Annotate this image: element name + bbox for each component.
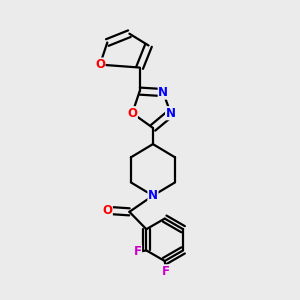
Text: N: N	[166, 107, 176, 120]
Text: O: O	[102, 204, 112, 217]
Text: F: F	[162, 265, 170, 278]
Text: F: F	[134, 245, 142, 258]
Text: N: N	[148, 189, 158, 202]
Text: O: O	[95, 58, 105, 71]
Text: N: N	[158, 86, 168, 99]
Text: O: O	[127, 107, 137, 120]
